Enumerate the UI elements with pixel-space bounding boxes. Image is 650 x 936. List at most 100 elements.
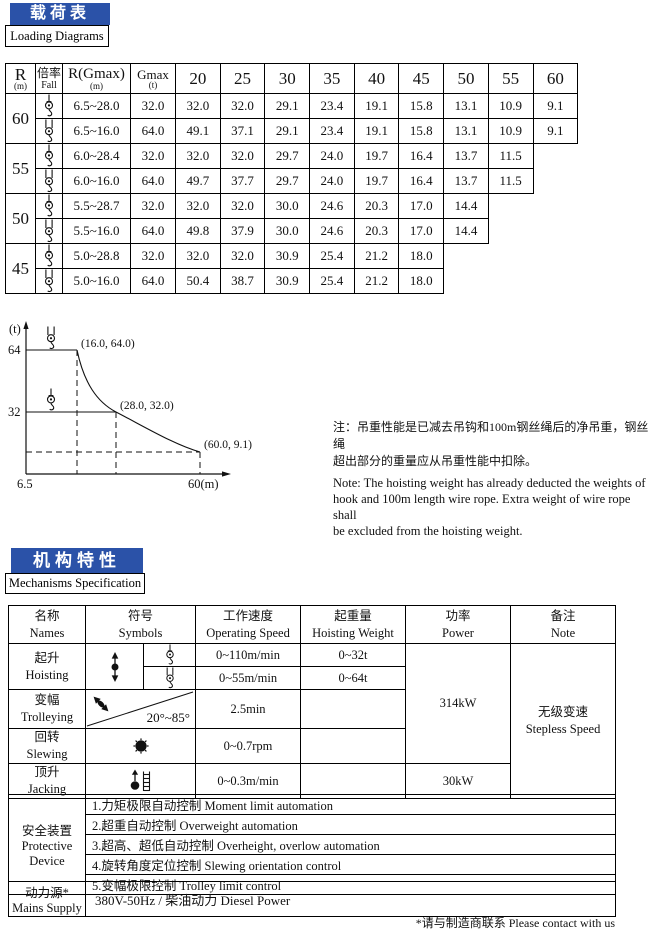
load-cell: 24.0 [309,168,355,194]
empty-cell [533,244,578,269]
load-cell: 10.9 [487,118,534,144]
load-curve-chart: (t) 64 32 6.5 60(m) (16.0, 64.0) (28.0, … [8,321,252,491]
empty-cell [533,169,578,194]
hook-2fall-icon [44,144,54,167]
load-cell: 49.1 [175,118,221,144]
gmax-cell: 64.0 [130,168,176,194]
load-cell: 30.9 [264,268,311,294]
empty-cell [488,244,533,269]
mains-row: 动力源* Mains Supply 380V-50Hz / 柴油动力 Diese… [8,881,616,917]
note-value-cell: 无级变速 Stepless Speed [510,643,617,799]
range-cell: 6.5~28.0 [62,93,131,119]
empty-cell [533,144,578,169]
hook-4fall-icon [44,269,54,293]
load-cell: 38.7 [219,268,266,294]
empty-cell [533,269,578,294]
load-cell: 32.0 [175,143,221,169]
radius-50-cell: 50 [5,193,36,244]
point-label-2: (28.0, 32.0) [120,400,174,412]
hoisting-row-2: 0~55m/min 0~64t [9,666,616,690]
table-row: 6.0~16.0 64.0 49.7 37.7 29.7 24.0 19.7 1… [6,168,578,194]
mains-supply-table: 动力源* Mains Supply 380V-50Hz / 柴油动力 Diese… [8,881,616,917]
slewing-name-cell: 回转 Slewing [8,728,86,764]
luffing-arrow-icon [91,694,111,714]
load-cell: 37.1 [219,118,266,144]
load-cell: 14.4 [443,218,489,244]
slewing-symbol-cell [84,728,197,764]
safety-item: 1.力矩极限自动控制 Moment limit automation [85,794,616,815]
hoisting-speed-1-cell: 0~110m/min [195,643,302,667]
fall-cell [35,268,63,294]
safety-row: 3.超高、超低自动控制 Overheight, overlow automati… [9,834,616,855]
col-header-20: 20 [175,63,221,94]
mech-header-row: 名称 Names 符号 Symbols 工作速度 Operating Speed 起重… [8,605,617,644]
mains-value-cell: 380V-50Hz / 柴油动力 Diesel Power [85,881,616,917]
load-cell: 16.4 [398,143,445,169]
note-block: 注：吊重性能是已减去吊钩和100m钢丝绳后的净吊重，钢丝绳 超出部分的重量应从吊… [333,419,650,539]
load-cell: 23.4 [309,118,355,144]
empty-cell [488,219,533,244]
safety-item: 4.旋转角度定位控制 Slewing orientation control [85,854,616,875]
load-cell: 13.1 [443,118,489,144]
safety-name-en1: Protective [21,839,73,853]
load-cell: 11.5 [487,168,534,194]
load-cell: 14.4 [443,193,489,219]
load-cell: 30.0 [264,193,311,219]
load-cell: 10.9 [487,93,534,119]
jacking-symbol-cell [84,763,197,799]
col-header-symbols: 符号 Symbols [84,605,197,644]
trolleying-weight-cell [300,689,407,729]
trolleying-name-cell: 变幅 Trolleying [8,689,86,729]
load-cell: 19.7 [353,143,400,169]
load-cell: 24.6 [309,218,355,244]
empty-cell [488,194,533,219]
col-header-rgmax: R(Gmax) (m) [62,63,131,94]
load-cell: 15.8 [398,118,445,144]
range-cell: 5.0~16.0 [62,268,131,294]
load-cell: 49.7 [175,168,221,194]
radius-60-cell: 60 [5,93,36,144]
table-row: 45 5.0~28.8 32.0 32.0 32.0 30.9 25.4 21.… [5,243,578,294]
mechanisms-table: 名称 Names 符号 Symbols 工作速度 Operating Speed 起重… [8,605,617,799]
load-cell: 32.0 [219,93,266,119]
trolleying-row: 变幅 Trolleying 20°~85° 2.5min [8,689,616,729]
power-main-cell: 314kW [405,643,512,764]
safety-row: 4.旋转角度定位控制 Slewing orientation control [9,854,616,875]
load-cell: 37.9 [219,218,266,244]
load-cell: 17.0 [398,218,445,244]
gmax-cell: 64.0 [130,268,176,294]
load-cell: 50.4 [175,268,221,294]
loading-table-header-row: R (m) 倍率 Fall R(Gmax) (m) Gmax (t) 20 25 30 … [5,63,579,94]
hoisting-weight-1-cell: 0~32t [300,643,407,667]
gmax-cell: 32.0 [130,93,176,119]
hoisting-speed-2-cell: 0~55m/min [195,666,302,690]
safety-name-en2: Device [29,854,65,868]
gmax-cell: 32.0 [130,193,176,219]
mechanisms-title-cn: 机构特性 [11,548,143,573]
col-header-60: 60 [532,63,579,94]
hoisting-row-1: 起升 Hoisting 0~110m/min 0~32t 314kW 无级变速 St… [8,643,617,799]
table-row: 50 5.5~28.7 32.0 32.0 32.0 30.0 24.6 20.… [5,193,578,244]
load-cell: 21.2 [353,243,400,269]
load-cell: 13.7 [443,143,489,169]
range-cell: 6.0~28.4 [62,143,131,169]
jacking-icon [129,768,150,792]
load-cell: 32.0 [219,193,266,219]
safety-row: 2.超重自动控制 Overweight automation [9,814,616,835]
col-header-45: 45 [398,63,445,94]
fall-cell [35,118,63,144]
load-cell: 17.0 [398,193,445,219]
hook-symbol-cell [142,666,197,690]
load-cell: 24.6 [309,193,355,219]
load-cell: 29.7 [264,168,311,194]
table-row: 60 6.5~28.0 32.0 32.0 32.0 29.1 23.4 19.… [5,93,579,144]
radius-55-cell: 55 [5,143,36,194]
xtick-left: 6.5 [17,477,33,491]
note-cn-line: 注：吊重性能是已减去吊钩和100m钢丝绳后的净吊重，钢丝绳 [333,420,649,451]
point-label-3: (60.0, 9.1) [204,439,252,451]
load-cell: 13.1 [443,93,489,119]
load-cell: 13.7 [443,168,489,194]
load-cell: 23.4 [309,93,355,119]
load-cell: 30.9 [264,243,311,269]
